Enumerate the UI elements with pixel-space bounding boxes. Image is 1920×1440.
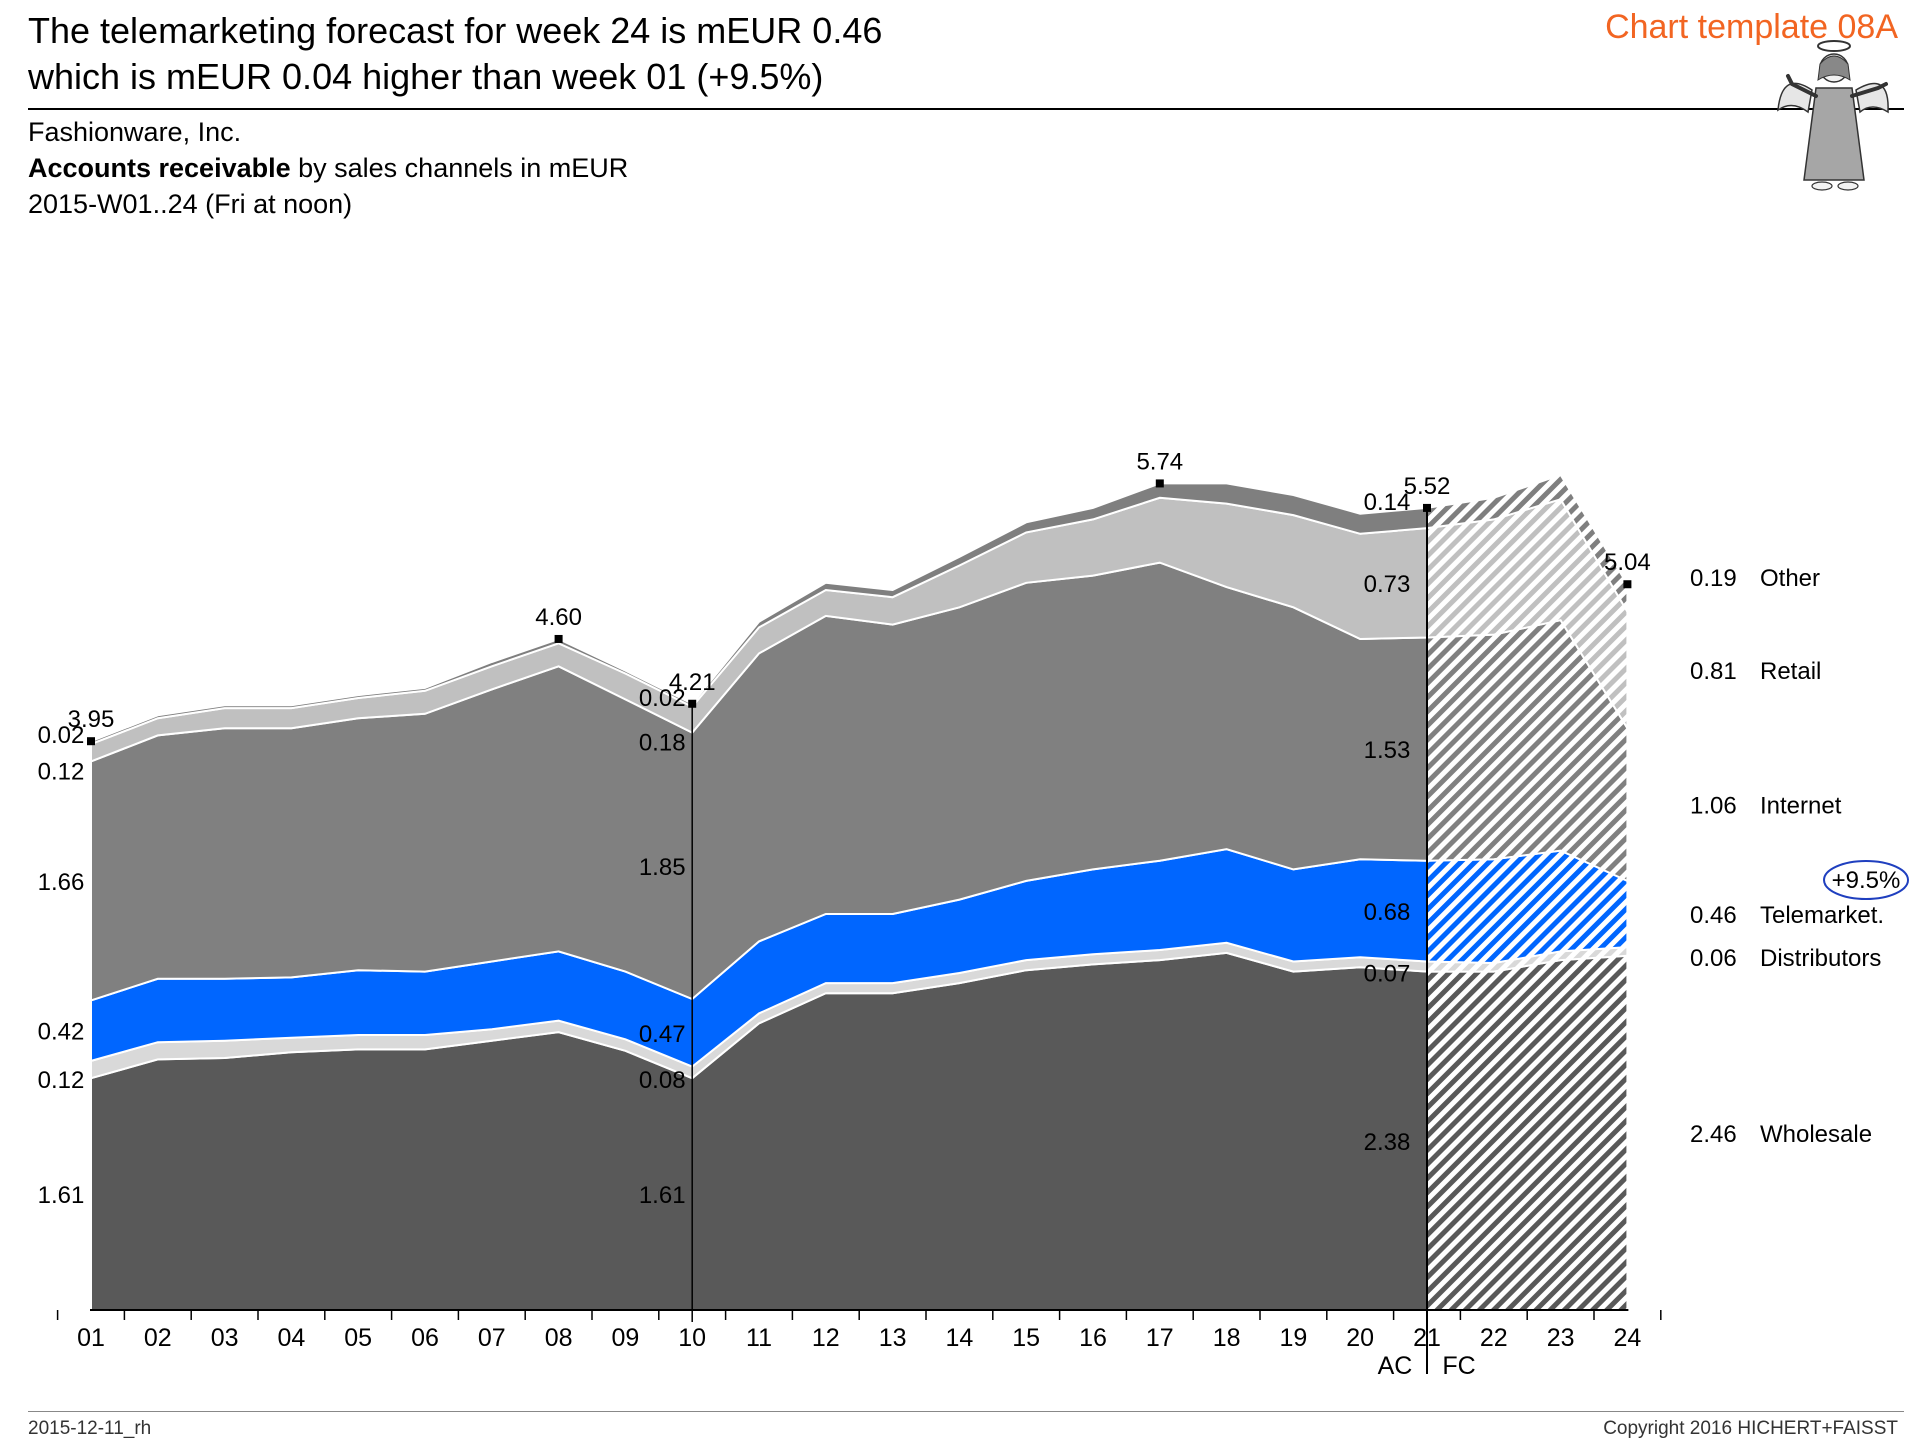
data-labels: 3.95 4.60 4.21 5.74 5.52 5.04 1.61 0.12 0.42 1.66… bbox=[38, 448, 1909, 1209]
tick-label-03: 03 bbox=[211, 1324, 239, 1352]
end-value-wholesale: 2.46 bbox=[1690, 1121, 1737, 1148]
x-axis: 01 02 03 04 05 06 07 08 09 10 11 12 13 14 15 16 17 18 19 20… bbox=[56, 507, 1662, 1380]
template-label: Chart template 08A bbox=[1605, 8, 1898, 46]
segment-label-01-internet: 1.66 bbox=[38, 869, 85, 896]
total-marker-01 bbox=[87, 737, 95, 746]
segment-label-21-telemarketing: 0.68 bbox=[1364, 899, 1411, 926]
total-label-21: 5.52 bbox=[1404, 473, 1451, 500]
series-name-retail: Retail bbox=[1760, 658, 1821, 685]
footer-copyright: Copyright 2016 HICHERT+FAISST bbox=[1603, 1418, 1898, 1439]
tick-label-11: 11 bbox=[746, 1324, 772, 1352]
footer-rule bbox=[28, 1411, 1904, 1412]
series-name-other: Other bbox=[1760, 565, 1820, 592]
tick-label-17: 17 bbox=[1146, 1324, 1174, 1352]
series-name-wholesale: Wholesale bbox=[1760, 1121, 1872, 1148]
tick-label-20: 20 bbox=[1346, 1324, 1374, 1352]
highlight-ellipse bbox=[1823, 860, 1909, 900]
series-name-telemarketing: Telemarket. bbox=[1760, 902, 1884, 929]
segment-label-21-distributors: 0.07 bbox=[1364, 961, 1411, 988]
total-marker-08 bbox=[554, 634, 563, 643]
end-value-distributors: 0.06 bbox=[1690, 945, 1737, 972]
segment-label-01-telemarketing: 0.42 bbox=[38, 1019, 85, 1046]
tick-label-05: 05 bbox=[344, 1324, 372, 1352]
highlight-label: +9.5% bbox=[1832, 867, 1901, 894]
segment-label-10-telemarketing: 0.47 bbox=[639, 1021, 686, 1048]
segment-label-10-distributors: 0.08 bbox=[639, 1067, 686, 1094]
segment-label-10-other: 0.02 bbox=[639, 685, 686, 712]
tick-label-04: 04 bbox=[277, 1324, 305, 1352]
segment-label-01-other: 0.02 bbox=[38, 722, 85, 749]
title-line-2: which is mEUR 0.04 higher than week 01 (… bbox=[28, 56, 824, 97]
tick-label-09: 09 bbox=[611, 1324, 639, 1352]
total-label-10: 4.21 bbox=[669, 669, 716, 696]
company-name: Fashionware, Inc. bbox=[28, 117, 242, 147]
end-value-retail: 0.81 bbox=[1690, 658, 1737, 685]
total-marker-17 bbox=[1155, 479, 1164, 488]
tick-label-12: 12 bbox=[812, 1324, 840, 1352]
chart-title: The telemarketing forecast for week 24 i… bbox=[28, 8, 882, 100]
tick-label-08: 08 bbox=[545, 1324, 573, 1352]
total-label-08: 4.60 bbox=[535, 604, 582, 631]
areas-forecast bbox=[1426, 473, 1629, 1311]
series-name-internet: Internet bbox=[1760, 793, 1842, 820]
tick-label-24: 24 bbox=[1613, 1324, 1641, 1352]
tick-label-15: 15 bbox=[1012, 1324, 1040, 1352]
angel-mascot-icon bbox=[1777, 40, 1889, 191]
scenario-label-fc: FC bbox=[1442, 1352, 1475, 1380]
series-name-distributors: Distributors bbox=[1760, 945, 1881, 972]
tick-label-02: 02 bbox=[144, 1324, 172, 1352]
tick-label-07: 07 bbox=[478, 1324, 506, 1352]
total-marker-21 bbox=[1423, 503, 1431, 512]
area-other-forecast bbox=[1426, 473, 1629, 616]
tick-label-10: 10 bbox=[678, 1324, 706, 1352]
total-marker-10 bbox=[688, 699, 697, 708]
end-value-internet: 1.06 bbox=[1690, 793, 1737, 820]
measure-rest: by sales channels in mEUR bbox=[290, 153, 629, 183]
scenario-label-ac: AC bbox=[1378, 1352, 1413, 1380]
segment-label-10-wholesale: 1.61 bbox=[639, 1182, 686, 1209]
tick-label-19: 19 bbox=[1279, 1324, 1307, 1352]
segment-label-10-internet: 1.85 bbox=[639, 854, 686, 881]
tick-label-18: 18 bbox=[1213, 1324, 1241, 1352]
tick-label-06: 06 bbox=[411, 1324, 439, 1352]
tick-label-14: 14 bbox=[945, 1324, 973, 1352]
measure-line: Accounts receivable by sales channels in… bbox=[28, 150, 628, 186]
title-line-1: The telemarketing forecast for week 24 i… bbox=[28, 10, 883, 51]
tick-label-22: 22 bbox=[1480, 1324, 1508, 1352]
segment-label-21-retail: 0.73 bbox=[1364, 571, 1411, 598]
area-wholesale-forecast bbox=[1426, 954, 1629, 1311]
tick-label-13: 13 bbox=[879, 1324, 907, 1352]
title-rule bbox=[28, 108, 1904, 110]
segment-label-21-internet: 1.53 bbox=[1364, 737, 1411, 764]
areas-actual bbox=[90, 482, 1428, 1311]
tick-label-23: 23 bbox=[1547, 1324, 1575, 1352]
segment-label-01-distributors: 0.12 bbox=[38, 1067, 85, 1094]
segment-label-10-retail: 0.18 bbox=[639, 730, 686, 757]
segment-label-21-other: 0.14 bbox=[1364, 489, 1411, 516]
period-line: 2015-W01..24 (Fri at noon) bbox=[28, 189, 353, 219]
segment-label-21-wholesale: 2.38 bbox=[1364, 1129, 1411, 1156]
total-label-24: 5.04 bbox=[1604, 549, 1651, 576]
tick-label-01: 01 bbox=[77, 1324, 105, 1352]
end-value-other: 0.19 bbox=[1690, 565, 1737, 592]
total-label-01: 3.95 bbox=[68, 706, 115, 733]
tick-label-16: 16 bbox=[1079, 1324, 1107, 1352]
total-marker-24 bbox=[1623, 580, 1632, 589]
end-value-telemarketing: 0.46 bbox=[1690, 902, 1737, 929]
total-label-17: 5.74 bbox=[1136, 448, 1183, 475]
footer-date: 2015-12-11_rh bbox=[28, 1418, 152, 1439]
chart-subtitle: Fashionware, Inc. Accounts receivable by… bbox=[28, 114, 628, 222]
measure-bold: Accounts receivable bbox=[28, 153, 291, 183]
segment-label-01-wholesale: 1.61 bbox=[38, 1182, 85, 1209]
segment-label-01-retail: 0.12 bbox=[38, 758, 85, 785]
